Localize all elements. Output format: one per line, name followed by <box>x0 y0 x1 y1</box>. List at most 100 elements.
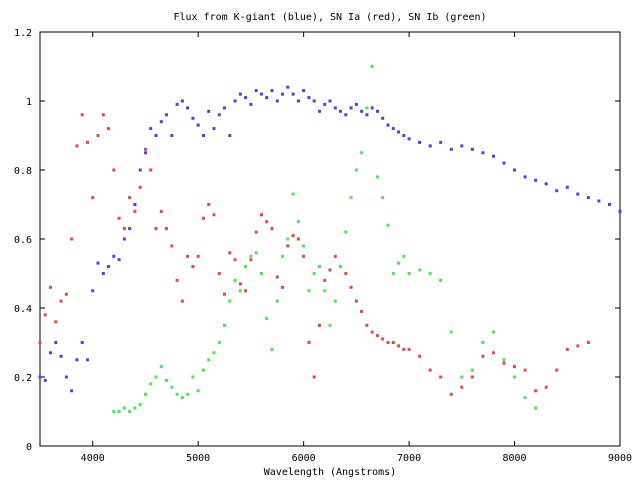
y-tick-label: 0.8 <box>14 166 32 177</box>
data-point <box>43 378 47 382</box>
data-point <box>418 268 422 272</box>
data-point <box>333 299 337 303</box>
x-axis-label: Wavelength (Angstroms) <box>264 467 396 478</box>
data-point <box>502 358 506 362</box>
x-tick-label: 8000 <box>502 453 526 464</box>
data-point <box>333 254 337 258</box>
data-point <box>244 96 248 100</box>
data-point <box>523 396 527 400</box>
data-point <box>228 299 232 303</box>
data-point <box>586 196 590 200</box>
data-point <box>323 278 327 282</box>
data-point <box>449 392 453 396</box>
data-point <box>513 375 516 379</box>
data-point <box>249 254 253 258</box>
data-point <box>75 358 79 362</box>
data-point <box>154 375 158 379</box>
series-sn-ib <box>112 65 538 413</box>
data-point <box>128 227 132 231</box>
data-point <box>180 299 184 303</box>
data-point <box>70 237 74 241</box>
data-point <box>286 244 290 248</box>
data-point <box>107 265 110 269</box>
data-point <box>249 258 253 262</box>
data-point <box>523 368 527 372</box>
y-tick-label: 1.2 <box>14 28 32 39</box>
data-point <box>281 254 284 258</box>
data-point <box>138 185 142 189</box>
series-sn-ia <box>38 113 590 396</box>
data-point <box>318 109 321 113</box>
data-point <box>397 344 400 348</box>
y-tick-label: 1 <box>26 97 32 108</box>
data-point <box>386 223 390 227</box>
data-point <box>275 299 279 303</box>
data-point <box>91 196 95 200</box>
data-point <box>439 278 443 282</box>
data-point <box>302 244 306 248</box>
data-point <box>344 113 348 117</box>
data-point <box>460 385 464 389</box>
data-point <box>544 182 548 186</box>
data-point <box>96 261 100 265</box>
data-point <box>212 351 216 355</box>
data-point <box>302 254 306 258</box>
series-kgiant <box>38 85 622 393</box>
data-point <box>428 272 432 275</box>
data-point <box>281 285 284 289</box>
data-point <box>122 406 126 410</box>
data-point <box>64 375 68 379</box>
data-point <box>54 320 58 324</box>
data-point <box>196 389 200 393</box>
data-point <box>349 106 353 110</box>
data-point <box>391 272 395 275</box>
data-point <box>233 278 237 282</box>
series-layer <box>38 65 622 413</box>
data-point <box>165 113 168 117</box>
data-point <box>217 113 221 117</box>
data-point <box>402 134 406 137</box>
data-point <box>291 92 295 96</box>
data-point <box>96 134 100 137</box>
data-point <box>223 323 226 327</box>
data-point <box>228 134 232 137</box>
data-point <box>86 358 89 362</box>
data-point <box>238 282 242 286</box>
data-point <box>492 330 495 334</box>
data-point <box>117 216 121 220</box>
data-point <box>54 341 58 344</box>
data-point <box>323 289 327 293</box>
data-point <box>328 268 332 272</box>
data-point <box>49 351 52 355</box>
data-point <box>175 278 179 282</box>
data-point <box>138 403 142 407</box>
data-point <box>407 347 411 351</box>
data-point <box>360 109 364 113</box>
data-point <box>175 392 179 396</box>
data-point <box>502 161 506 165</box>
data-point <box>428 144 432 148</box>
data-point <box>217 341 221 344</box>
data-point <box>481 151 485 155</box>
data-point <box>449 147 453 151</box>
data-point <box>370 65 374 68</box>
data-point <box>59 354 63 358</box>
data-point <box>365 113 369 117</box>
data-point <box>565 185 569 189</box>
data-point <box>107 127 110 131</box>
data-point <box>80 341 84 344</box>
data-point <box>439 375 443 379</box>
data-point <box>202 368 205 372</box>
data-point <box>202 216 205 220</box>
data-point <box>101 113 105 117</box>
data-point <box>460 375 464 379</box>
data-point <box>112 410 116 413</box>
data-point <box>223 292 226 296</box>
data-point <box>302 89 306 93</box>
data-point <box>180 396 184 400</box>
data-point <box>381 116 385 120</box>
data-point <box>386 123 390 127</box>
data-point <box>128 196 132 200</box>
data-point <box>307 289 311 293</box>
data-point <box>233 258 237 262</box>
